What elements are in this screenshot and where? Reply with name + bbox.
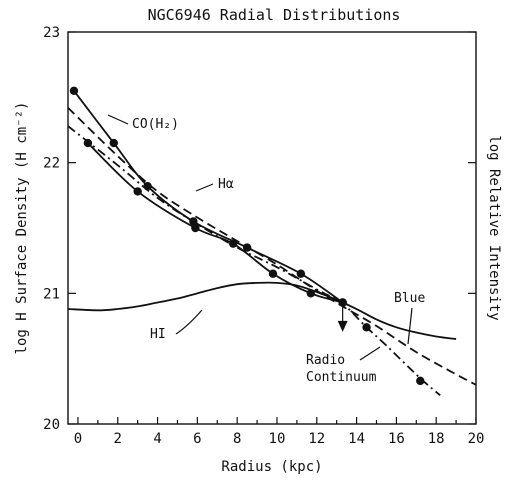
- data-point: [268, 269, 278, 278]
- series-line-hi: [67, 281, 457, 340]
- upper-limit-arrow-head: [337, 320, 348, 332]
- x-tick-label: 8: [233, 431, 241, 447]
- x-tick-label: 2: [114, 431, 122, 447]
- y-axis-label-right: log Relative Intensity: [486, 135, 502, 320]
- data-point: [416, 376, 425, 386]
- data-point: [191, 223, 200, 233]
- x-tick-label: 18: [428, 431, 445, 447]
- label-co: CO(H₂): [132, 117, 179, 132]
- x-tick-label: 14: [348, 431, 365, 447]
- data-point: [143, 181, 152, 191]
- data-point: [133, 187, 142, 196]
- y-tick-label: 23: [43, 25, 60, 41]
- series-line-radio-continuum: [67, 125, 441, 396]
- x-ticks: 0 2 4 6 8 10 12 14 16 18 20: [74, 417, 485, 447]
- data-point: [69, 86, 79, 96]
- y-tick-label: 20: [43, 417, 60, 433]
- y-axis-label: log H Surface Density (H cm⁻²): [14, 102, 30, 355]
- y-ticks: 20 21 22 23: [43, 25, 476, 433]
- x-tick-label: 0: [74, 431, 82, 447]
- label-halpha: Hα: [218, 177, 234, 192]
- label-radio: Radio: [306, 353, 345, 368]
- x-tick-label: 6: [193, 431, 201, 447]
- data-points: [69, 86, 425, 386]
- chart-title: NGC6946 Radial Distributions: [148, 6, 401, 24]
- series-curves: [67, 90, 477, 396]
- data-point: [362, 323, 371, 332]
- data-point: [109, 138, 118, 148]
- label-hi: HI: [150, 327, 166, 342]
- data-point: [83, 138, 93, 148]
- data-point: [189, 217, 198, 226]
- data-point: [306, 289, 316, 298]
- plot-frame: [67, 31, 477, 425]
- series-line-h-: [87, 142, 343, 304]
- pointer-radio: [359, 346, 381, 361]
- pointer-co: [107, 114, 129, 125]
- data-point: [296, 269, 306, 278]
- pointer-halpha: [195, 183, 214, 192]
- x-tick-label: 20: [468, 431, 485, 447]
- data-point: [242, 243, 252, 252]
- label-pointers: [107, 114, 413, 361]
- y-tick-label: 22: [43, 156, 60, 172]
- data-point: [338, 298, 347, 307]
- pointer-hi: [175, 309, 203, 335]
- data-point: [228, 239, 238, 248]
- x-tick-label: 4: [153, 431, 161, 447]
- y-tick-label: 21: [43, 286, 60, 302]
- x-axis-label: Radius (kpc): [221, 459, 322, 475]
- curve-labels: CO(H₂) Hα HI Blue Radio Continuum: [132, 117, 425, 385]
- pointer-blue: [407, 307, 413, 345]
- series-line-blue: [67, 107, 477, 386]
- x-tick-label: 16: [388, 431, 405, 447]
- label-blue: Blue: [394, 291, 425, 306]
- label-continuum: Continuum: [306, 370, 377, 385]
- x-tick-label: 12: [308, 431, 325, 447]
- x-tick-label: 10: [269, 431, 286, 447]
